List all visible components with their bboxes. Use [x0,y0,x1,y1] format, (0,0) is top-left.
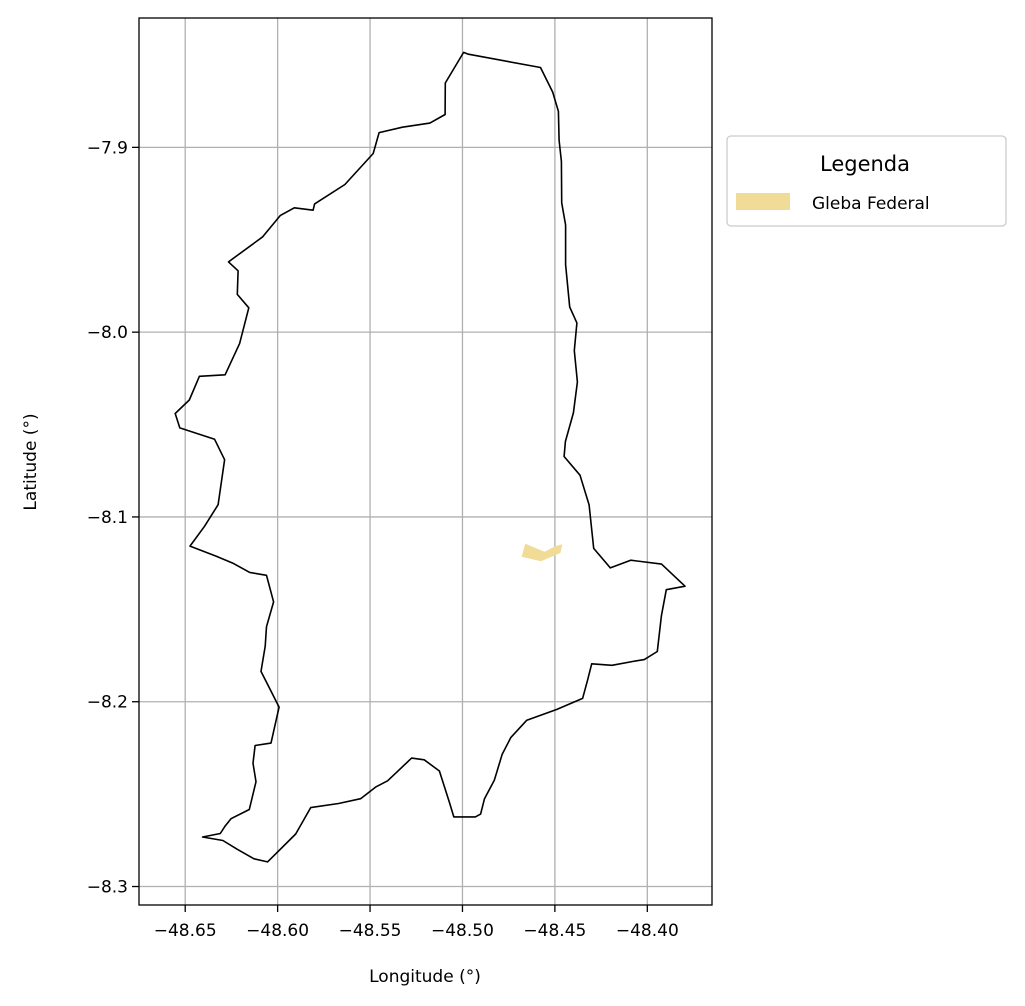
grid-lines [139,18,712,905]
y-tick-label: −8.3 [87,878,128,898]
y-tick-label: −7.9 [87,138,128,158]
x-tick-label: −48.60 [246,921,309,941]
x-axis-label: Longitude (°) [369,967,481,987]
legend-swatch-gleba-federal [736,193,790,210]
gleba-federal-area [521,543,563,562]
legend-box [726,135,1007,227]
legend: Legenda Gleba Federal [726,135,1007,227]
y-tick-label: −8.0 [87,323,128,343]
x-tick-label: −48.45 [523,921,586,941]
y-tick-label: −8.2 [87,693,128,713]
x-tick-label: −48.55 [339,921,402,941]
legend-label-gleba-federal: Gleba Federal [812,194,930,214]
y-axis-ticks: −7.9 −8.0 −8.1 −8.2 −8.3 [87,138,139,898]
x-tick-label: −48.50 [431,921,494,941]
x-axis-ticks: −48.65 −48.60 −48.55 −48.50 −48.45 −48.40 [154,905,679,941]
plot-frame [138,17,713,906]
y-tick-label: −8.1 [87,508,128,528]
municipality-boundary [174,51,686,863]
x-tick-label: −48.40 [616,921,679,941]
x-tick-label: −48.65 [154,921,217,941]
legend-title: Legenda [820,152,910,176]
y-axis-label: Latitude (°) [21,413,41,510]
